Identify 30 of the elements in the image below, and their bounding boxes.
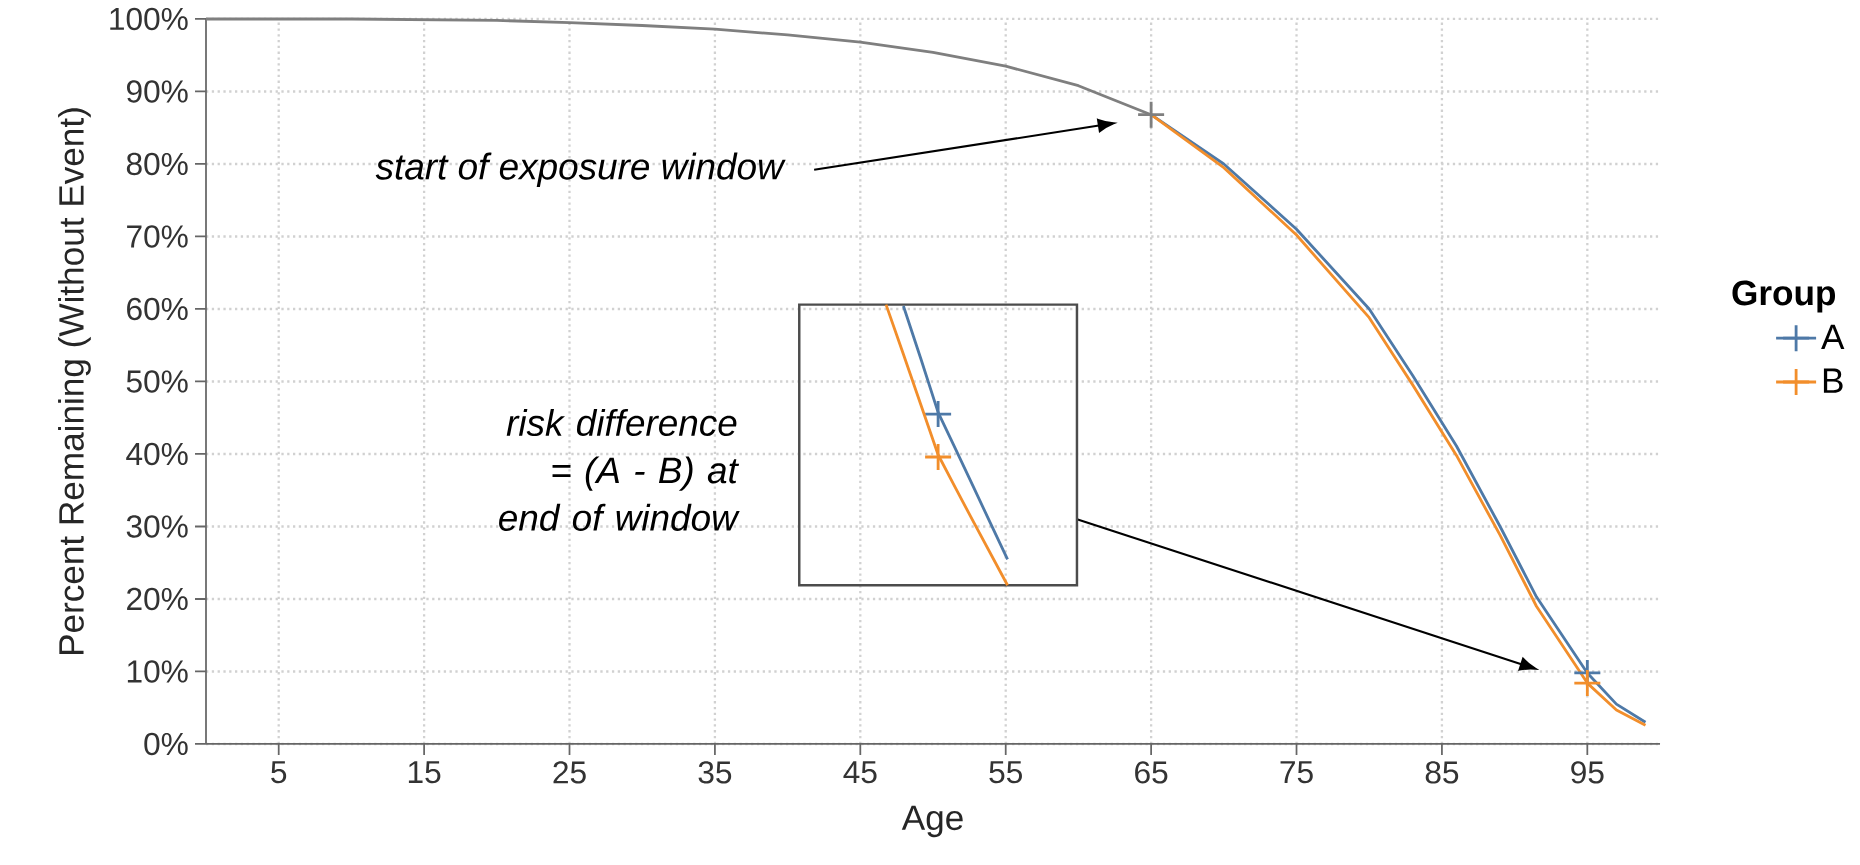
x-tick-label: 95 — [1571, 761, 1604, 784]
y-tick-label: 0% — [144, 732, 188, 756]
y-tick-label: 70% — [127, 225, 188, 248]
legend-label: B — [1823, 368, 1843, 393]
x-tick-label: 75 — [1280, 761, 1313, 784]
legend-label: A — [1821, 324, 1845, 349]
y-tick-label: 100% — [110, 7, 188, 31]
x-tick-label: 85 — [1425, 761, 1459, 784]
y-tick-label: 90% — [126, 80, 188, 103]
y-tick-label: 60% — [127, 297, 188, 321]
y-axis-title: Percent Remaining (Without Event) — [58, 108, 91, 655]
point — [1574, 670, 1601, 697]
y-tick-label: 20% — [127, 587, 188, 611]
y-tick-label: 80% — [126, 152, 188, 176]
y-tick-label: 50% — [126, 370, 188, 393]
annotation: risk difference = (A - B) at end of window — [499, 408, 740, 531]
annotation: start of exposure window — [375, 152, 786, 187]
y-tick-label: 30% — [126, 515, 188, 538]
y-tick-label: 40% — [126, 442, 188, 466]
legend-title: Group — [1732, 280, 1836, 313]
y-tick-label: 10% — [127, 660, 188, 683]
x-tick-label: 15 — [408, 761, 441, 784]
x-tick-label: 35 — [698, 761, 732, 784]
x-tick-label: 65 — [1135, 761, 1168, 784]
x-axis-title: Age — [901, 805, 963, 838]
x-tick-label: 55 — [989, 761, 1022, 784]
x-tick-label: 45 — [843, 761, 877, 784]
x-tick-label: 25 — [553, 761, 586, 784]
point — [1138, 101, 1165, 128]
x-tick-label: 5 — [271, 761, 287, 784]
